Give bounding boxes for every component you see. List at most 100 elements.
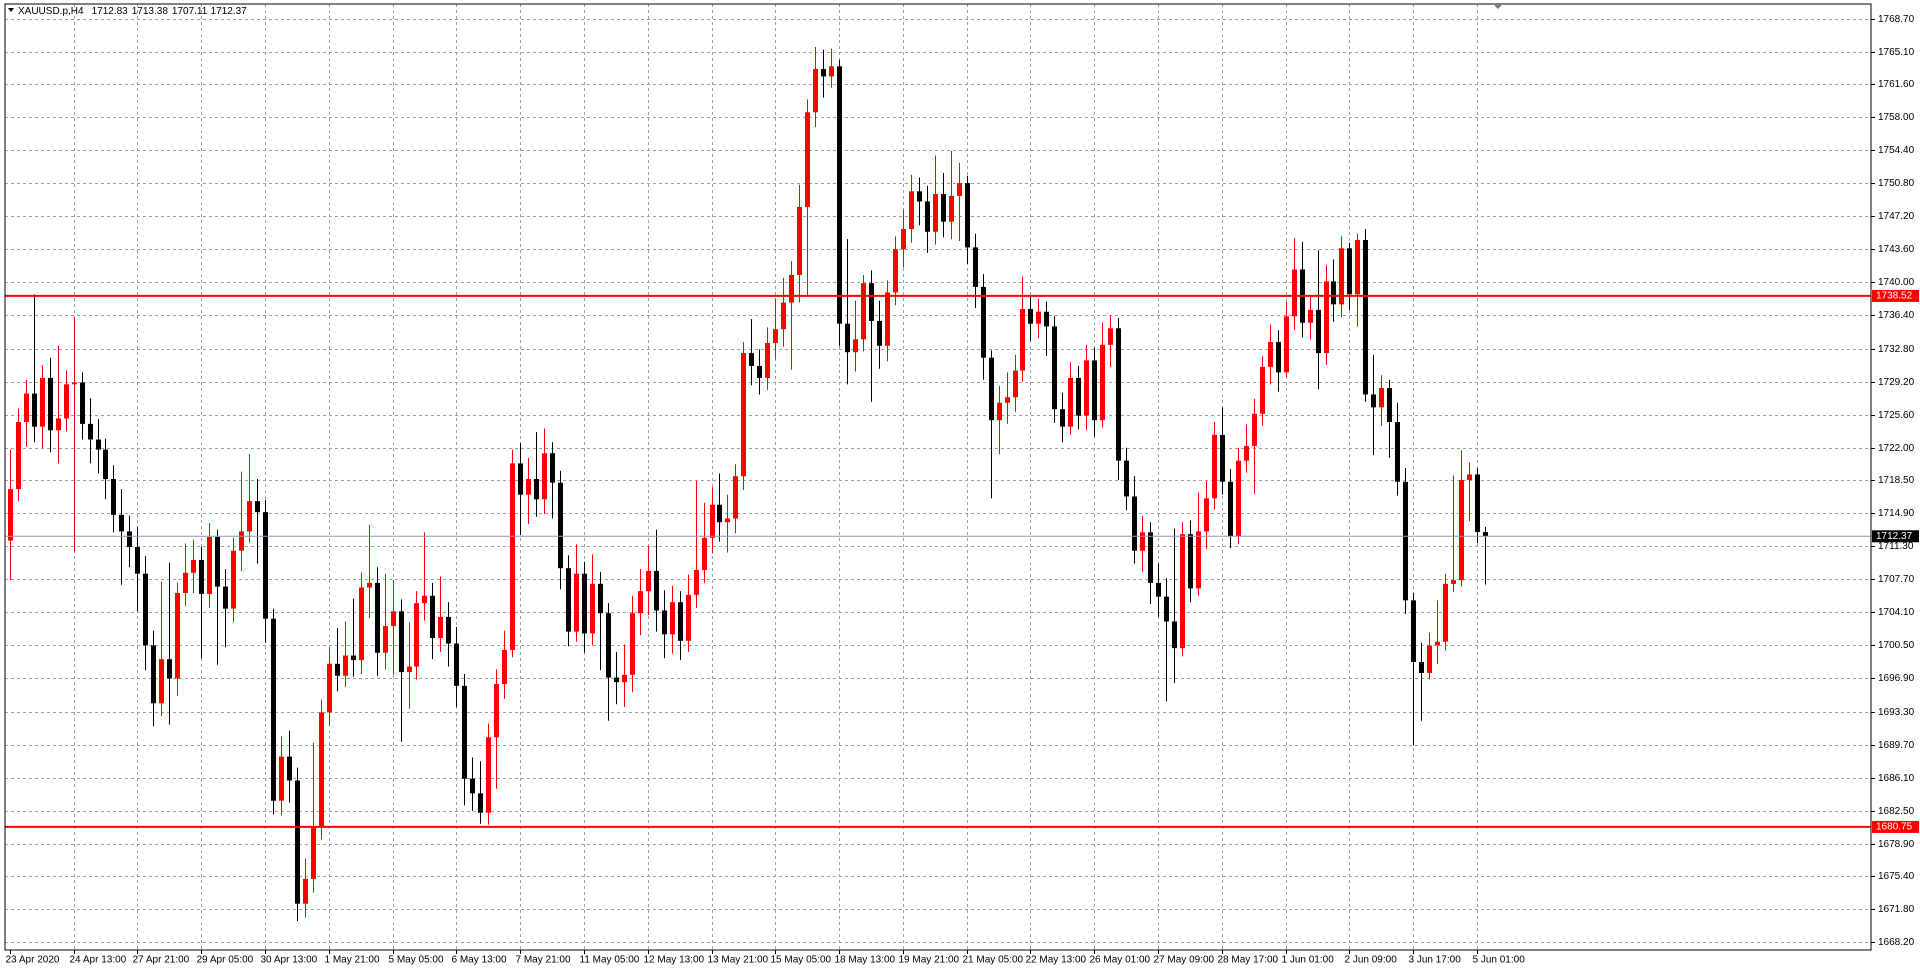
candle-body [1276, 342, 1281, 373]
x-tick-label: 26 May 01:00 [1090, 955, 1151, 966]
candle-body [1403, 481, 1408, 601]
y-tick-label: 1768.70 [1878, 14, 1915, 25]
candle-body [1324, 281, 1329, 354]
candle-body [311, 826, 316, 879]
candle-body [702, 537, 707, 571]
candle-body [1411, 600, 1416, 662]
candle-body [717, 504, 722, 523]
menu-arrow[interactable] [8, 8, 14, 12]
candle-body [821, 69, 826, 77]
candle-body [941, 194, 946, 222]
x-tick-label: 12 May 13:00 [644, 955, 705, 966]
candle-body [1108, 328, 1113, 345]
candle-body [773, 329, 778, 343]
y-tick-label: 1714.90 [1878, 508, 1915, 519]
candle-body [1013, 370, 1018, 398]
y-tick-label: 1704.10 [1878, 607, 1915, 618]
candle-body [781, 302, 786, 330]
x-tick-label: 21 May 05:00 [963, 955, 1024, 966]
candle-body [127, 531, 132, 548]
candle-body [845, 323, 850, 353]
candle-body [119, 514, 124, 532]
y-tick-label: 1732.80 [1878, 344, 1915, 355]
candle-body [1244, 445, 1249, 461]
x-tick-label: 24 Apr 13:00 [70, 955, 127, 966]
symbol: XAUUSD.p,H4 [18, 6, 84, 17]
y-tick-label: 1693.30 [1878, 707, 1915, 718]
candle-body [1475, 474, 1480, 533]
candle-body [343, 655, 348, 676]
candle-body [1116, 328, 1121, 461]
candle-body [917, 191, 922, 202]
y-tick-label: 1743.60 [1878, 244, 1915, 255]
candle-body [1220, 434, 1225, 482]
candle-body [1268, 342, 1273, 367]
x-tick-label: 1 Jun 01:00 [1282, 955, 1335, 966]
candle-body [159, 659, 164, 704]
x-tick-label: 27 May 09:00 [1154, 955, 1215, 966]
candle-body [861, 283, 866, 340]
candle-body [725, 518, 730, 523]
y-tick-label: 1682.50 [1878, 806, 1915, 817]
candle-body [414, 603, 419, 667]
candle-body [391, 611, 396, 627]
candle-body [80, 382, 85, 424]
candle-body [1260, 366, 1265, 414]
x-tick-label: 5 Jun 01:00 [1473, 955, 1526, 966]
candle-body [295, 780, 300, 904]
candle-body [550, 453, 555, 483]
candle-body [797, 206, 802, 275]
candle-body [32, 393, 37, 427]
candle-body [1076, 377, 1081, 416]
candle-body [686, 594, 691, 641]
candle-body [430, 595, 435, 639]
y-tick-label: 1729.20 [1878, 377, 1915, 388]
candle-body [359, 587, 364, 661]
candle-body [510, 463, 515, 650]
x-tick-label: 19 May 21:00 [899, 955, 960, 966]
candle-body [191, 559, 196, 573]
candle-body [965, 183, 970, 248]
candle-body [1156, 582, 1161, 597]
candle-body [1044, 311, 1049, 327]
candle-body [407, 666, 412, 673]
y-tick-label: 1668.20 [1878, 937, 1915, 948]
y-tick-label: 1696.90 [1878, 673, 1915, 684]
header-close: 1712.37 [211, 6, 248, 17]
candle-body [335, 663, 340, 676]
candle-body [909, 191, 914, 230]
candle-body [574, 573, 579, 632]
candle-body [837, 66, 842, 324]
candle-body [893, 249, 898, 293]
candle-body [48, 377, 53, 431]
candle-body [1068, 377, 1073, 427]
candle-body [598, 583, 603, 614]
y-tick-label: 1711.30 [1878, 541, 1914, 552]
candle-body [143, 573, 148, 646]
candle-body [981, 286, 986, 358]
x-tick-label: 6 May 13:00 [452, 955, 507, 966]
candle-body [239, 531, 244, 551]
candle-body [1284, 316, 1289, 373]
candle-body [1228, 481, 1233, 537]
header-open: 1712.83 [92, 6, 129, 17]
level-price-box [1872, 289, 1919, 302]
current-price-label: 1712.37 [1876, 531, 1913, 542]
candle-body [558, 482, 563, 569]
candle-body [1212, 434, 1217, 499]
candle-body [199, 559, 204, 594]
candle-body [654, 570, 659, 611]
candle-body [582, 573, 587, 634]
candle-body [383, 626, 388, 653]
y-tick-label: 1675.40 [1878, 871, 1915, 882]
candle-body [646, 570, 651, 592]
candle-body [957, 183, 962, 196]
candle-body [303, 878, 308, 904]
candle-body [1427, 645, 1432, 673]
candle-body [1124, 460, 1129, 497]
y-tick-label: 1678.90 [1878, 839, 1915, 850]
x-tick-label: 7 May 21:00 [516, 955, 571, 966]
y-tick-label: 1671.80 [1878, 904, 1915, 915]
candle-body [175, 592, 180, 679]
candle-body [1316, 309, 1321, 354]
